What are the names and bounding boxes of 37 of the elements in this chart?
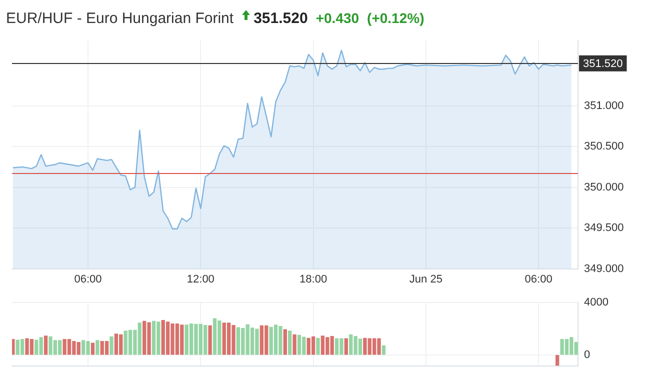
x-tick-label: 12:00 — [186, 273, 214, 286]
bar — [344, 338, 348, 355]
bar — [44, 336, 48, 355]
bar — [316, 338, 320, 355]
bar — [320, 336, 325, 355]
y-tick-label: 351.000 — [584, 100, 624, 112]
y-tick-label: 350.500 — [584, 140, 624, 153]
bar — [382, 345, 386, 355]
bar — [208, 325, 212, 355]
bar — [288, 330, 292, 355]
x-tick-label: 18:00 — [300, 273, 328, 286]
bar — [292, 334, 296, 355]
text: +0.430 — [316, 10, 360, 26]
x-tick-label: Jun 25 — [409, 273, 442, 286]
x-tick-label: 06:00 — [524, 273, 552, 286]
bar — [260, 325, 264, 355]
y-tick-label: 0 — [584, 348, 590, 361]
bar — [90, 342, 95, 355]
bar — [104, 340, 109, 355]
y-tick-label: 349.000 — [584, 262, 624, 275]
y-tick-label: 349.500 — [584, 222, 624, 234]
bar — [20, 339, 24, 355]
chart-title: EUR/HUF - Euro Hungarian Forint — [6, 10, 234, 26]
bar — [311, 336, 316, 355]
bar — [283, 329, 287, 355]
y-tick-label: 4000 — [584, 296, 608, 309]
ref-line-label: 351.520 — [583, 58, 623, 70]
bar — [12, 339, 15, 355]
bar — [110, 336, 114, 355]
bar — [297, 334, 302, 355]
bar — [96, 340, 100, 355]
text: 351.520 — [254, 10, 308, 26]
x-tick-label: 06:00 — [74, 273, 102, 286]
bar — [114, 334, 118, 355]
y-tick-label: 350.000 — [584, 181, 624, 194]
bar — [236, 327, 240, 355]
text: (+0.12%) — [367, 10, 424, 26]
